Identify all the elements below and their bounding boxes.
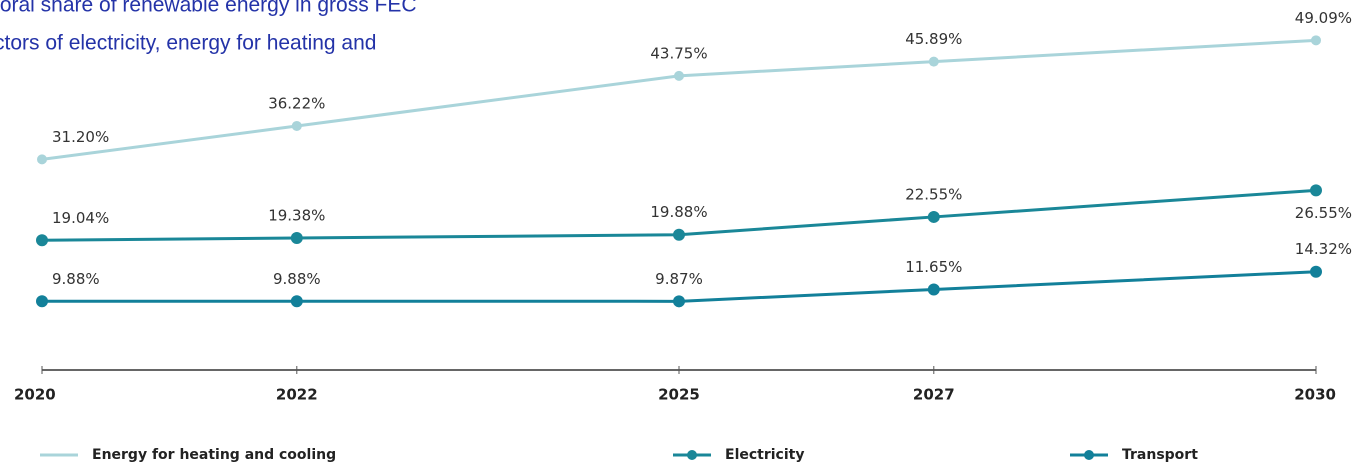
legend-marker <box>1084 450 1094 460</box>
value-label: 19.04% <box>52 209 109 227</box>
point <box>290 232 303 245</box>
legend-label: Transport <box>1122 447 1198 463</box>
value-label: 45.89% <box>905 30 962 48</box>
point <box>291 120 302 131</box>
value-label: 26.55% <box>1295 204 1352 222</box>
value-label: 19.38% <box>268 207 325 225</box>
x-tick-label: 2020 <box>14 386 56 404</box>
value-label: 19.88% <box>650 203 707 221</box>
point <box>1311 35 1321 46</box>
point <box>673 295 685 308</box>
legend-marker <box>687 450 697 460</box>
value-label: 9.87% <box>655 270 703 288</box>
point <box>927 283 940 296</box>
x-tick-label: 2022 <box>276 386 318 404</box>
point <box>1310 265 1322 278</box>
value-label: 14.32% <box>1295 240 1352 258</box>
point <box>927 210 940 223</box>
value-label: 43.75% <box>650 44 707 62</box>
chart-title: toral share of renewable energy in gross… <box>0 0 417 17</box>
value-label: 31.20% <box>52 128 109 146</box>
chart-title: ctors of electricity, energy for heating… <box>0 32 376 55</box>
point <box>1310 184 1322 197</box>
value-label: 22.55% <box>905 185 962 203</box>
value-label: 36.22% <box>268 94 325 112</box>
point <box>928 56 939 67</box>
point <box>290 295 303 308</box>
legend-label: Energy for heating and cooling <box>92 447 336 463</box>
point <box>36 295 48 308</box>
value-label: 9.88% <box>273 270 321 288</box>
legend-label: Electricity <box>725 447 804 463</box>
point <box>37 154 47 165</box>
value-label: 9.88% <box>52 270 100 288</box>
x-tick-label: 2030 <box>1294 386 1336 404</box>
value-label: 11.65% <box>905 258 962 276</box>
point <box>673 228 685 241</box>
value-label: 49.09% <box>1295 9 1352 27</box>
point <box>36 234 48 247</box>
x-tick-label: 2025 <box>658 386 700 404</box>
point <box>674 70 684 81</box>
x-tick-label: 2027 <box>913 386 955 404</box>
